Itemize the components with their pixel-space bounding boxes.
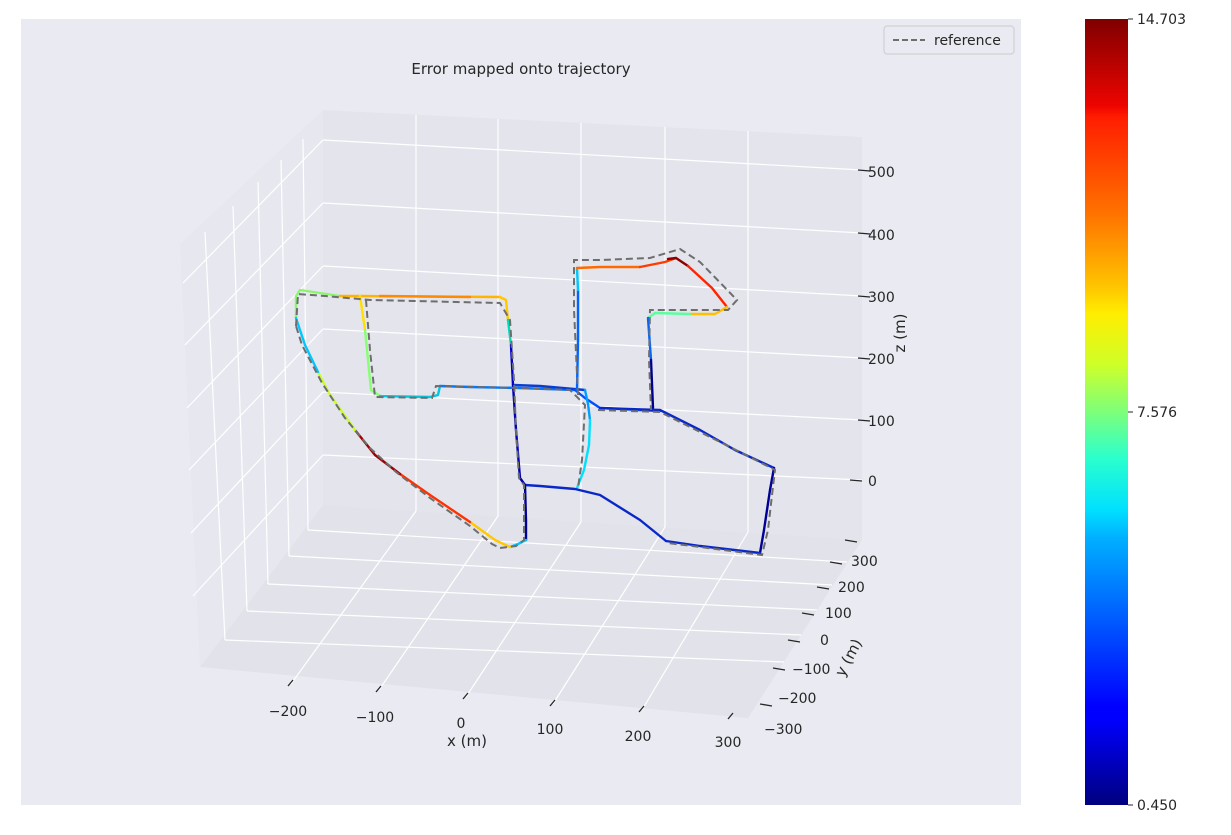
trajectory-segment (664, 539, 762, 555)
trajectory-segment (294, 316, 320, 374)
y-tick-label: −100 (792, 662, 830, 678)
tick-marks (287, 169, 871, 720)
z-axis-label: z (m) (891, 314, 909, 353)
floor-pane (200, 505, 862, 718)
trajectory-segment (523, 483, 668, 543)
x-tick-labels: −200 −100 0 100 200 300 (269, 704, 742, 751)
reference-trajectory (365, 299, 587, 489)
trajectory-segment (506, 318, 513, 347)
y-tick-label: 100 (825, 606, 852, 622)
z-tick-label: 200 (868, 352, 895, 368)
trajectory-segment (649, 358, 655, 410)
trajectory-segment (378, 294, 472, 299)
reference-trajectory (295, 292, 525, 550)
x-tick-label: −100 (356, 710, 394, 726)
trajectory-segment (688, 305, 729, 316)
trajectory-segment (575, 288, 580, 392)
trajectory-segment (575, 418, 592, 490)
colorbar-tick-mid: 7.576 (1137, 405, 1177, 421)
z-tick-label: 100 (868, 414, 895, 430)
x-axis-label: x (m) (447, 732, 487, 750)
x-tick-label: 200 (625, 729, 652, 745)
y-tick-label: 300 (851, 554, 878, 570)
y-tick-label: 200 (838, 580, 865, 596)
trajectory-segment (353, 428, 402, 476)
back-pane (323, 110, 862, 540)
reference-trajectory (597, 409, 777, 557)
x-tick-label: −200 (269, 704, 307, 720)
z-tick-label: 0 (868, 474, 877, 490)
trajectory-segment (363, 328, 382, 398)
y-tick-label: −200 (778, 691, 816, 707)
y-tick-label: −300 (764, 722, 802, 738)
x-tick-label: 0 (457, 716, 466, 732)
legend-box (883, 25, 1015, 55)
chart-title: Error mapped onto trajectory (411, 60, 630, 78)
legend: reference (883, 25, 1015, 55)
trajectory-segment (575, 266, 580, 292)
trajectory-segment (575, 265, 642, 270)
trajectory-segment (758, 466, 776, 555)
trajectory-segment (646, 316, 653, 362)
z-tick-labels: 500 400 300 200 100 0 (868, 165, 895, 490)
trajectory-segment (523, 483, 528, 542)
grid-lines (182, 115, 863, 711)
colorbar-gradient (1085, 19, 1128, 805)
x-tick-label: 300 (715, 735, 742, 751)
reference-trajectory (573, 247, 739, 411)
trajectory-segment (468, 520, 512, 549)
colorbar: 14.703 7.576 0.450 (1085, 12, 1186, 814)
trajectory-segment (583, 388, 592, 422)
colorbar-tick-max: 14.703 (1137, 12, 1186, 28)
trajectory-segment (398, 472, 472, 524)
z-tick-label: 300 (868, 290, 895, 306)
trajectory-segment (498, 295, 510, 322)
z-tick-label: 500 (868, 165, 895, 181)
x-tick-label: 100 (537, 722, 564, 738)
legend-label-reference: reference (934, 33, 1001, 49)
y-tick-labels: 300 200 100 0 −100 −200 −300 (764, 554, 878, 738)
trajectory-segment (378, 384, 442, 399)
trajectory-segment (666, 256, 690, 268)
z-tick-label: 400 (868, 228, 895, 244)
colorbar-tick-min: 0.450 (1137, 798, 1177, 814)
trajectory-segment (358, 294, 367, 332)
y-tick-label: 0 (820, 633, 829, 649)
trajectory-segment (646, 311, 692, 320)
trajectory-segment (686, 264, 729, 309)
trajectory-segment (294, 288, 342, 320)
trajectory-segment (511, 383, 587, 392)
